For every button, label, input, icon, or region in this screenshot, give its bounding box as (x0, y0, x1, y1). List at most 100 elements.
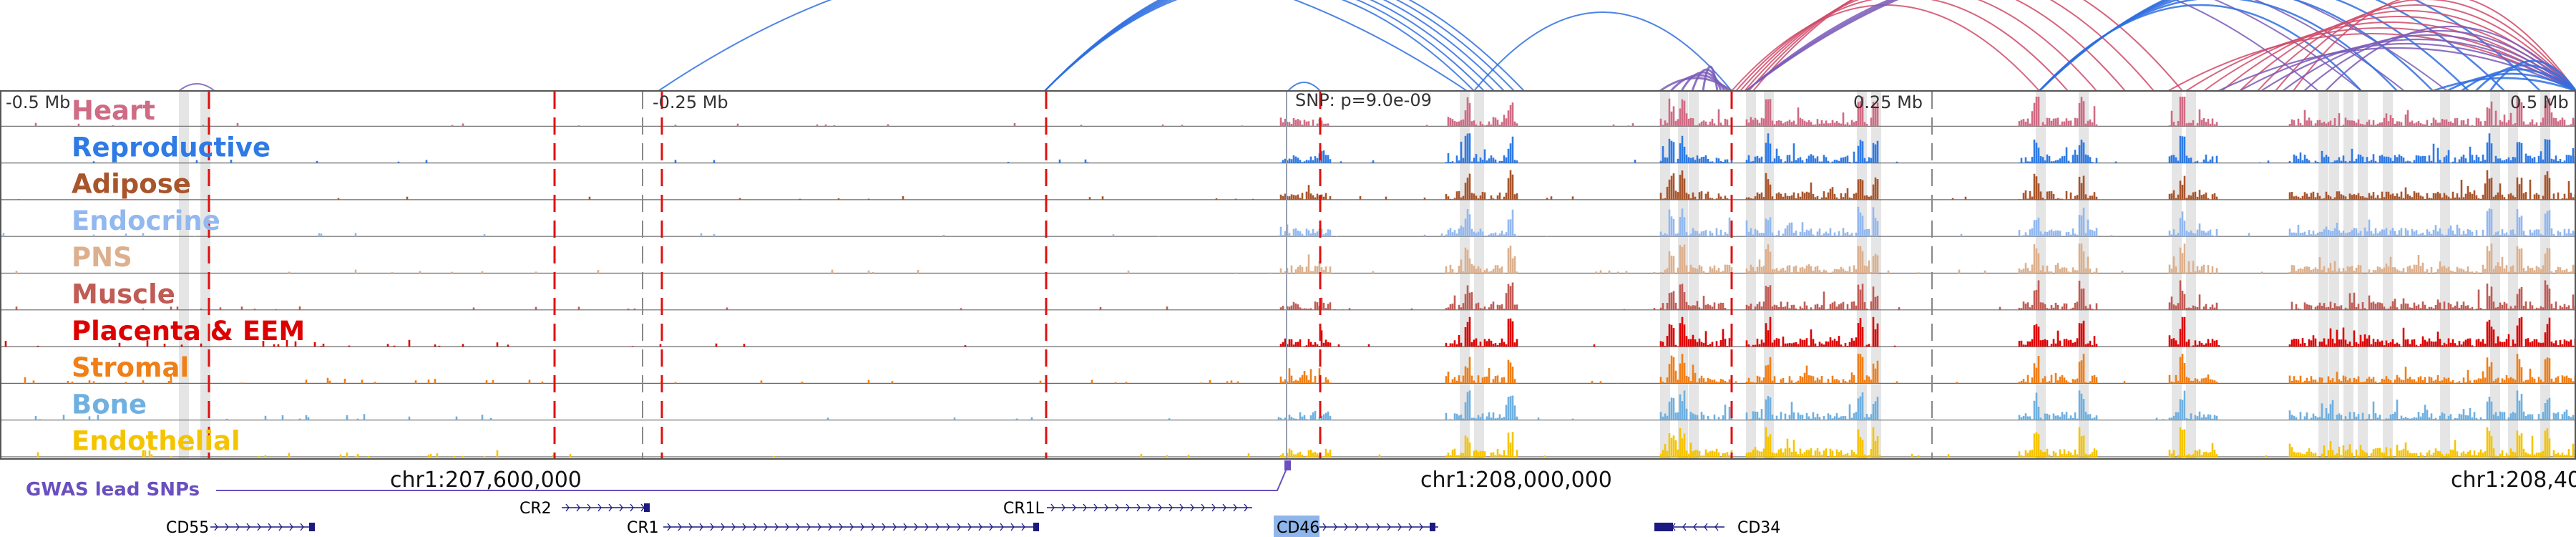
strand-arrow (753, 523, 757, 531)
strand-arrow (587, 503, 591, 512)
strand-arrow (1419, 523, 1423, 531)
loop-arc (1745, 0, 2362, 92)
loop-arc (1745, 0, 2319, 92)
signal-peaks (15, 280, 2576, 310)
strand-arrow (289, 523, 293, 531)
loop-arc (1691, 68, 1722, 92)
highlight-column (2329, 92, 2339, 458)
loop-arc (1744, 0, 2126, 92)
signal-peaks (17, 170, 2576, 200)
strand-arrow (225, 523, 229, 531)
gene-exon (309, 523, 315, 531)
strand-arrow (667, 523, 671, 531)
loop-arc (2239, 43, 2576, 92)
highlight-column (2358, 92, 2368, 458)
strand-arrow (1211, 503, 1216, 512)
signal-peaks (34, 97, 2576, 127)
scale-mid-left-label: -0.25 Mb (653, 92, 728, 112)
highlight-column (1660, 92, 1670, 458)
gene-label: CD55 (166, 519, 209, 537)
loop-arc (1735, 0, 2069, 92)
loop-arc (1748, 0, 2155, 92)
gene-cr2: CR2 (519, 500, 650, 518)
strand-arrow (1136, 503, 1141, 512)
strand-arrow (699, 523, 703, 531)
strand-arrow (1126, 503, 1130, 512)
track-label: Endocrine (72, 205, 220, 236)
strand-arrow (1072, 503, 1076, 512)
loop-arc (2489, 59, 2576, 92)
strand-arrow (882, 523, 886, 531)
strand-arrow (763, 523, 768, 531)
strand-arrow (1158, 503, 1162, 512)
gene-cd34: CD34 (1654, 519, 1780, 537)
strand-arrow (1365, 523, 1370, 531)
gene-cd55: CD55 (166, 519, 315, 537)
strand-arrow (892, 523, 897, 531)
strand-arrow (1355, 523, 1359, 531)
coord-left-label: chr1:207,600,000 (390, 468, 582, 493)
loop-arc (1473, 11, 1732, 92)
strand-arrow (688, 523, 693, 531)
strand-arrow (924, 523, 929, 531)
strand-arrow (1397, 523, 1402, 531)
scale-right-label: 0.5 Mb (2510, 92, 2569, 112)
coord-mid-label: chr1:208,000,000 (1420, 468, 1612, 493)
gene-exon (644, 503, 650, 512)
highlight-column (2172, 92, 2182, 458)
highlight-column (2186, 92, 2196, 458)
marker-lines (208, 92, 1933, 458)
highlight-column (2383, 92, 2393, 458)
signal-peaks (36, 427, 2576, 457)
strand-arrow (608, 503, 613, 512)
highlight-column (1746, 92, 1756, 458)
highlight-column (179, 92, 189, 458)
strand-arrow (1322, 523, 1327, 531)
strand-arrow (839, 523, 843, 531)
signal-peaks (24, 354, 2576, 384)
loop-arc (2432, 77, 2576, 92)
strand-arrow (828, 523, 832, 531)
strand-arrow (785, 523, 789, 531)
track-label: Adipose (72, 169, 191, 200)
signal-peaks (92, 133, 2576, 163)
strand-arrow (278, 523, 283, 531)
loop-arc (1044, 0, 1485, 92)
strand-arrow (1083, 503, 1087, 512)
strand-arrow (1169, 503, 1173, 512)
strand-arrow (1222, 503, 1226, 512)
strand-arrow (1104, 503, 1108, 512)
strand-arrow (1050, 503, 1055, 512)
highlight-column (2343, 92, 2353, 458)
strand-arrow (1408, 523, 1413, 531)
loop-arc (1044, 0, 1495, 92)
track-label: Heart (72, 95, 155, 126)
strand-arrow (1344, 523, 1348, 531)
strand-arrow (914, 523, 918, 531)
strand-arrow (1201, 503, 1205, 512)
strand-arrow (1179, 503, 1184, 512)
strand-arrow (678, 523, 682, 531)
strand-arrow (1333, 523, 1337, 531)
strand-arrow (1190, 503, 1194, 512)
gwas-snp-connector (216, 465, 1289, 491)
chromatin-loop-arcs (178, 0, 2576, 92)
loop-arc (2293, 0, 2576, 92)
highlight-column (2490, 92, 2500, 458)
highlight-column (1689, 92, 1699, 458)
strand-arrow (731, 523, 736, 531)
strand-arrow (903, 523, 907, 531)
strand-arrow (246, 523, 250, 531)
strand-arrow (1244, 503, 1248, 512)
strand-arrow (871, 523, 875, 531)
loop-arc (1044, 0, 1525, 92)
gene-label: CR1L (1003, 500, 1045, 518)
strand-arrow (576, 503, 580, 512)
strand-arrow (597, 503, 602, 512)
highlight-column (2440, 92, 2450, 458)
loop-arc (1287, 82, 1321, 92)
strand-arrow (806, 523, 811, 531)
loop-arc (1740, 0, 2097, 92)
loop-arc (658, 0, 1468, 92)
